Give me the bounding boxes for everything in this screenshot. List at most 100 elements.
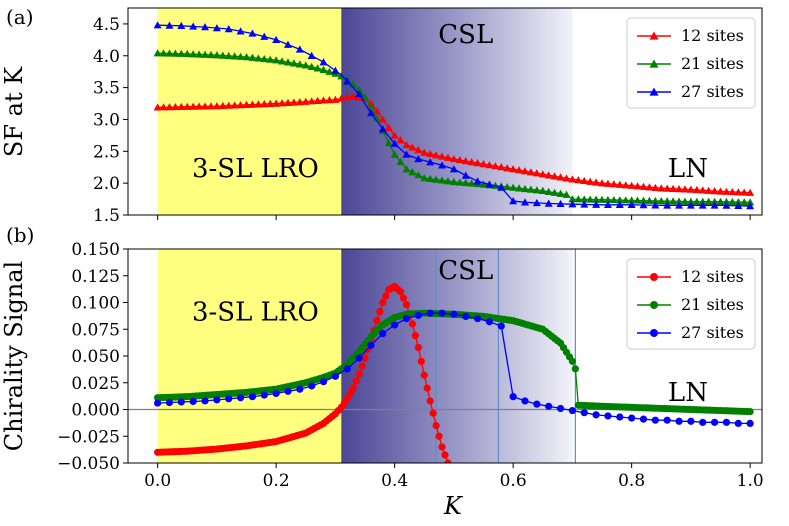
series-0-point-64: [532, 169, 541, 177]
series-1-point-16: [248, 53, 257, 61]
y-tick-label-4: 3.5: [93, 79, 120, 99]
series-2-point-25: [449, 165, 458, 173]
series-2-point-39: [615, 200, 624, 209]
panel-a-x-ticks: [157, 215, 751, 220]
series-1-point-22: [283, 58, 292, 66]
panel-b-x-ticks: 0.0 0.2 0.4 0.6 0.8 1.0: [144, 463, 764, 491]
y-tick-label-5: 4.0: [93, 47, 120, 67]
series-1-point-99: [740, 198, 749, 206]
series-1-point-94: [710, 197, 719, 205]
series-2-point-2: [177, 398, 185, 406]
legend-label-2: 27 sites: [681, 323, 744, 342]
panel-b-series: [154, 282, 754, 463]
series-0-point-88: [414, 343, 422, 352]
series-0-point-66: [544, 171, 553, 179]
series-0-point-74: [373, 317, 381, 325]
series-2-point-19: [379, 329, 387, 338]
legend-marker-2: [650, 329, 658, 337]
series-0-point-73: [586, 177, 595, 185]
series-0-point-89: [417, 357, 425, 365]
legend-entry-2: 27 sites: [637, 82, 744, 101]
series-1-point-67: [550, 188, 559, 196]
series-0-point-69: [358, 362, 366, 370]
series-2-point-29: [497, 183, 506, 191]
series-0-point-69: [562, 174, 571, 182]
series-0-point-14: [236, 101, 245, 109]
series-2-point-37: [592, 200, 601, 208]
series-2-point-34: [556, 404, 565, 413]
series-0-point-51: [455, 155, 464, 164]
legend-marker-0: [650, 273, 658, 281]
series-1-point-59: [503, 182, 512, 191]
series-1-point-73: [586, 195, 595, 203]
series-0-point-38: [378, 115, 387, 123]
series-2-point-24: [438, 161, 447, 169]
series-0-point-28: [319, 96, 328, 104]
series-1-point-78: [615, 196, 624, 204]
series-1-point-13: [230, 52, 239, 60]
series-1-point-80: [627, 196, 636, 204]
panel-a-regions: [157, 8, 573, 215]
series-2-point-10: [272, 35, 281, 44]
series-0-point-81: [633, 182, 642, 190]
series-2-point-18: [366, 109, 375, 117]
series-2-point-43: [663, 201, 672, 209]
series-1-point-47: [432, 175, 441, 183]
legend-box: [626, 17, 756, 109]
series-0-point-32: [343, 93, 352, 101]
series-2-point-50: [746, 419, 754, 428]
series-0-point-3: [171, 102, 180, 111]
series-2-point-39: [616, 413, 624, 421]
series-1-point-50: [449, 177, 458, 186]
series-2-point-13: [308, 382, 316, 390]
series-0-point-88: [675, 185, 684, 193]
panel-b-legend: 12 sites 21 sites 27 sites: [626, 258, 756, 350]
legend-marker-1: [650, 301, 658, 309]
series-0-point-1: [159, 103, 168, 111]
series-1-point-86: [663, 197, 672, 205]
series-0-point-18: [260, 100, 269, 108]
series-2-point-33: [545, 402, 553, 410]
series-0-point-91: [423, 384, 431, 392]
series-0-point-91: [692, 185, 701, 194]
panel-a-y-axis-label: SF at K: [0, 66, 28, 157]
series-1-point-5: [183, 49, 192, 58]
series-1-point-200: [746, 408, 754, 416]
series-2-point-4: [201, 23, 210, 31]
region-label-0: 3-SL LRO: [192, 154, 319, 184]
series-2-point-28: [485, 318, 494, 326]
series-0-point-55: [479, 160, 488, 168]
series-2-point-36: [580, 200, 589, 208]
series-0-point-5: [183, 102, 192, 110]
series-0-point-97: [441, 451, 449, 459]
panel-a-legend: 12 sites 21 sites 27 sites: [626, 17, 756, 109]
series-0-point-74: [592, 178, 601, 186]
series-1-point-71: [574, 195, 583, 203]
series-2-point-14: [319, 58, 328, 66]
x-tick-label-2: 0.4: [381, 471, 408, 491]
series-0-point-7: [195, 102, 204, 110]
series-0-point-84: [402, 301, 411, 309]
series-1-point-91: [692, 197, 701, 205]
series-1-point-3: [171, 49, 180, 57]
series-0-point-10: [212, 102, 221, 110]
series-0-point-20: [272, 99, 281, 107]
series-0-point-13: [230, 101, 239, 109]
series-2-point-32: [532, 198, 541, 207]
legend-entry-0: 12 sites: [637, 26, 744, 45]
region-1: [341, 8, 573, 215]
series-0-point-53: [467, 158, 476, 166]
series-1-point-55: [479, 180, 488, 188]
series-1-point-53: [467, 179, 476, 187]
series-1-point-42: [402, 165, 411, 173]
series-0-point-93: [704, 186, 713, 194]
series-1-point-74: [592, 195, 601, 203]
series-1-point-26: [307, 62, 316, 71]
series-2-point-6: [225, 395, 233, 403]
series-2-point-43: [663, 416, 671, 424]
series-1-point-76: [603, 195, 612, 204]
y-tick-label-2: 2.5: [93, 142, 120, 162]
series-1-point-98: [734, 198, 743, 206]
series-2-point-0: [153, 21, 162, 29]
series-1-point-72: [580, 195, 589, 203]
